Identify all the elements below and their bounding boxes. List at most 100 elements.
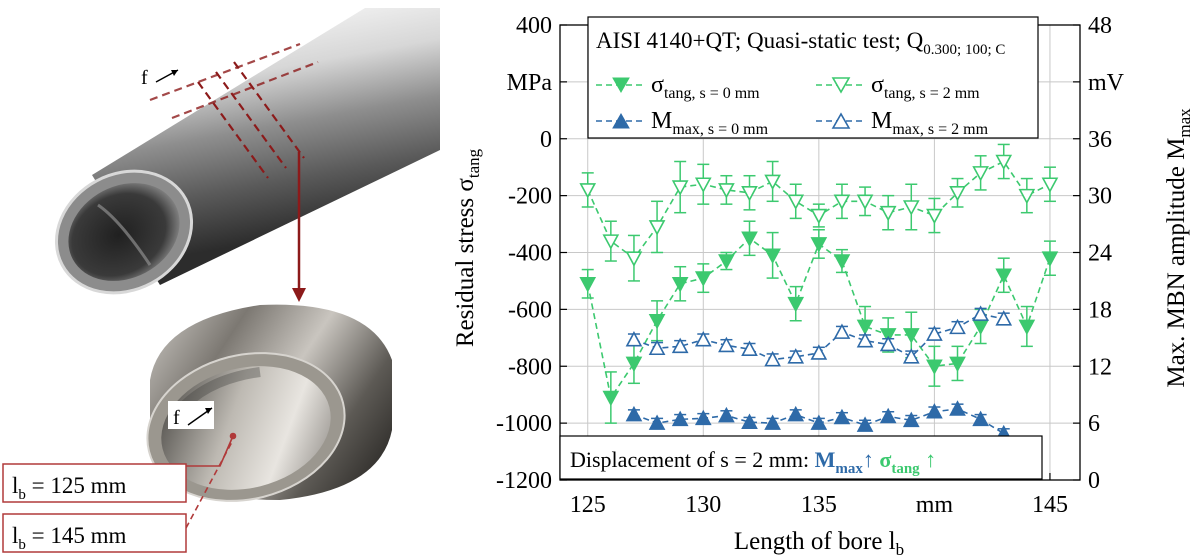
data-point — [671, 276, 689, 293]
data-point — [810, 414, 828, 430]
data-point — [949, 356, 966, 373]
data-point — [926, 359, 943, 375]
data-point — [625, 331, 643, 347]
data-point — [694, 331, 712, 347]
legend-entry-tang-s2: σtang, s = 2 mm — [816, 72, 980, 102]
data-point — [625, 356, 643, 373]
data-point — [648, 220, 666, 236]
data-point — [879, 205, 897, 222]
x-tick-label: 135 — [801, 492, 837, 518]
photo-panel: f f — [0, 0, 440, 555]
data-point — [694, 409, 712, 426]
x-tick-label: mm — [916, 492, 954, 518]
data-point — [764, 248, 781, 265]
data-point — [902, 348, 920, 364]
data-point — [579, 276, 597, 293]
data-point — [718, 406, 735, 423]
data-point — [741, 413, 758, 429]
residual-stress-chart: 125 130 135 mm 145 400 48 MPa mV 0 36 -200 30 -400 24 -… — [452, 13, 1194, 559]
data-point — [879, 328, 897, 344]
displacement-annotation: Displacement of s = 2 mm: Mmax↑ σtang ↑ — [559, 435, 1043, 480]
data-point — [856, 319, 874, 336]
x-tick-label: 125 — [570, 492, 606, 518]
y-tick-label-left: -1000 — [496, 411, 552, 437]
data-point — [926, 325, 943, 341]
bore-leaders — [185, 432, 237, 529]
y-tick-label-right: 30 — [1088, 184, 1112, 210]
y-tick-label-left: -1200 — [496, 468, 552, 494]
data-point — [949, 318, 966, 335]
chart-title: AISI 4140+QT; Quasi-static test; Q0.300;… — [596, 28, 1005, 58]
data-point — [810, 237, 828, 253]
data-point — [810, 344, 828, 360]
data-point — [787, 296, 805, 313]
data-point — [764, 414, 781, 430]
y-tick-label-right: 24 — [1088, 241, 1112, 267]
transition-arrow — [292, 152, 306, 302]
data-point — [995, 268, 1013, 284]
data-point — [671, 410, 689, 427]
data-point — [949, 185, 966, 202]
y-tick-label-right: mV — [1088, 70, 1125, 96]
data-point — [648, 414, 666, 430]
y-tick-label-left: -600 — [508, 297, 552, 323]
y-axis-title-right: Max. MBN amplitude Mmax — [1163, 108, 1194, 388]
bore-label-145: lb = 145 mm — [2, 513, 187, 553]
data-point — [972, 166, 989, 182]
data-point — [602, 234, 620, 250]
data-point — [671, 337, 689, 354]
data-point — [718, 336, 735, 353]
data-point — [787, 405, 805, 422]
y-tick-label-left: -400 — [508, 241, 552, 267]
svg-text:lb = 125 mm: lb = 125 mm — [12, 473, 127, 503]
x-axis-title: Length of bore lb — [734, 528, 904, 555]
data-point — [648, 313, 666, 330]
data-point — [1018, 319, 1036, 336]
data-point — [972, 319, 989, 336]
y-tick-label-left: -200 — [508, 184, 552, 210]
series-3 — [625, 305, 1013, 367]
data-point — [718, 183, 735, 199]
legend-entry-mmax-s2: Mmax, s = 2 mm — [816, 108, 989, 138]
data-point — [902, 411, 920, 428]
chart-panel: 125 130 135 mm 145 400 48 MPa mV 0 36 -200 30 -400 24 -… — [440, 0, 1200, 559]
data-point — [926, 208, 943, 225]
data-point — [879, 335, 897, 352]
data-point — [833, 323, 851, 339]
data-point — [926, 403, 943, 419]
data-point — [602, 390, 620, 407]
data-point — [648, 339, 666, 356]
data-point — [741, 340, 758, 356]
x-tick-label: 130 — [685, 492, 721, 518]
data-point — [972, 305, 989, 321]
axis-ticks: 125 130 135 mm 145 400 48 MPa mV 0 36 -200 30 -400 24 -… — [496, 13, 1125, 518]
bore-label-125: lb = 125 mm — [2, 463, 187, 503]
y-tick-label-left: 400 — [516, 13, 552, 39]
data-point — [995, 310, 1013, 326]
data-point — [741, 185, 758, 202]
data-point — [579, 183, 597, 199]
data-point — [879, 407, 897, 424]
ring-specimen — [146, 304, 392, 502]
svg-text:σtang, s = 0 mm: σtang, s = 0 mm — [651, 72, 760, 102]
data-point — [671, 180, 689, 196]
y-tick-label-right: 48 — [1088, 13, 1112, 39]
data-point — [810, 208, 828, 225]
series-0 — [579, 220, 1059, 424]
data-point — [1041, 251, 1059, 267]
svg-text:lb = 145 mm: lb = 145 mm — [12, 523, 127, 553]
data-point — [833, 408, 851, 425]
y-tick-label-left: 0 — [540, 127, 552, 153]
data-point — [694, 271, 712, 287]
data-point — [694, 177, 712, 193]
data-point — [902, 328, 920, 344]
direction-arrow-top: f — [141, 67, 179, 89]
data-point — [856, 194, 874, 211]
data-point — [787, 194, 805, 211]
y-tick-label-right: 12 — [1088, 354, 1112, 380]
data-point — [972, 410, 989, 427]
data-point — [625, 251, 643, 267]
data-point — [718, 254, 735, 270]
svg-text:Displacement of s = 2 mm: Mmax: Displacement of s = 2 mm: Mmax↑ σtang ↑ — [570, 447, 936, 477]
data-point — [1041, 177, 1059, 193]
